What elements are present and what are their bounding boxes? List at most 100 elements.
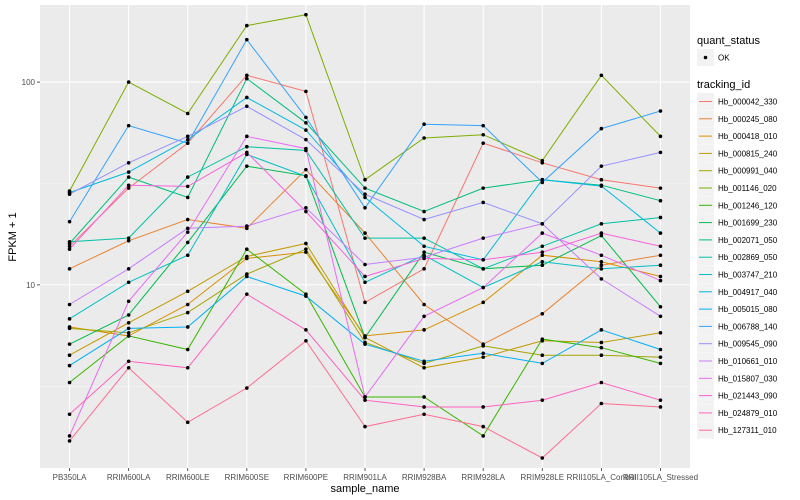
legend-point-ok [703, 55, 708, 60]
data-point [185, 240, 190, 245]
x-tick-label: RRIM901LA [343, 473, 387, 482]
legend-label: Hb_021443_090 [718, 392, 778, 401]
data-point [599, 233, 604, 238]
data-point [658, 263, 663, 268]
data-point [185, 141, 190, 145]
data-point [422, 412, 426, 417]
data-point [540, 456, 545, 460]
y-tick-label: 10 [26, 281, 35, 290]
data-point [658, 134, 663, 139]
data-point [363, 300, 367, 305]
data-point [481, 405, 485, 409]
data-point [67, 412, 72, 417]
data-point [540, 250, 545, 254]
data-point [599, 73, 604, 78]
data-point [304, 209, 308, 214]
data-point [422, 405, 426, 409]
data-point [540, 259, 545, 264]
data-point [658, 215, 663, 220]
data-point [658, 355, 663, 359]
data-point [126, 175, 131, 179]
data-point [245, 254, 249, 259]
data-point [304, 89, 308, 94]
data-point [126, 359, 131, 364]
data-point [185, 134, 190, 139]
data-point [481, 141, 485, 145]
data-point [245, 23, 249, 28]
data-point [658, 198, 663, 203]
series-points [67, 12, 663, 460]
x-tick-label: RRIM600LA [107, 473, 151, 482]
data-point [304, 137, 308, 142]
data-point [363, 205, 367, 210]
legend-label: Hb_015807_030 [718, 374, 778, 383]
data-point [422, 359, 426, 364]
x-tick-label: RRIM600LE [166, 473, 210, 482]
data-point [481, 424, 485, 429]
data-point [540, 253, 545, 258]
legend-label: Hb_127311_010 [718, 426, 777, 435]
data-point [540, 353, 545, 357]
x-tick-label: RRIM600SE [225, 473, 269, 482]
data-point [599, 328, 604, 332]
legend-label: Hb_006788_140 [718, 322, 778, 331]
data-point [67, 192, 72, 197]
data-point [67, 219, 72, 224]
data-point [304, 12, 308, 17]
x-axis-ticks: PB350LA RRIM600LA RRIM600LE RRIM600SE RRIM60… [53, 468, 698, 482]
data-point [185, 217, 190, 222]
x-axis-title: sample_name [330, 483, 399, 495]
data-point [126, 123, 131, 128]
data-point [658, 361, 663, 366]
data-point [245, 134, 249, 139]
data-point [599, 380, 604, 385]
data-point [363, 186, 367, 190]
data-point [540, 244, 545, 249]
data-point [599, 126, 604, 131]
data-point [363, 335, 367, 340]
data-point [422, 302, 426, 307]
y-tick-label: 100 [22, 78, 36, 87]
data-point [304, 128, 308, 132]
data-point [658, 304, 663, 309]
data-point [658, 314, 663, 319]
data-point [185, 175, 190, 179]
data-point [126, 267, 131, 271]
data-point [481, 267, 485, 271]
legend-label: Hb_000815_240 [718, 149, 778, 158]
x-tick-label: RRIM928LE [520, 473, 564, 482]
data-point [126, 365, 131, 370]
legend-label: Hb_002869_050 [718, 253, 778, 262]
data-point [185, 347, 190, 352]
data-point [245, 104, 249, 109]
data-point [67, 326, 72, 331]
data-point [363, 395, 367, 399]
data-point [67, 439, 72, 443]
legend-label: Hb_004917_040 [718, 288, 778, 297]
data-point [304, 146, 308, 151]
data-point [422, 395, 426, 399]
data-point [658, 253, 663, 258]
data-point [126, 186, 131, 190]
data-point [67, 267, 72, 271]
data-point [363, 262, 367, 267]
data-point [599, 177, 604, 182]
data-point [245, 76, 249, 81]
legend-label: Hb_003747_210 [718, 271, 778, 280]
legend-label: Hb_000991_040 [718, 167, 778, 176]
data-point [126, 170, 131, 174]
data-point [481, 434, 485, 438]
data-point [599, 345, 604, 350]
data-point [304, 174, 308, 179]
data-point [658, 405, 663, 409]
y-axis-ticks: 10 100 [22, 78, 40, 290]
data-point [422, 256, 426, 261]
data-point [481, 257, 485, 262]
data-point [304, 328, 308, 332]
data-point [245, 37, 249, 42]
data-point [658, 331, 663, 335]
data-point [67, 302, 72, 307]
data-point [363, 177, 367, 182]
data-point [245, 144, 249, 149]
